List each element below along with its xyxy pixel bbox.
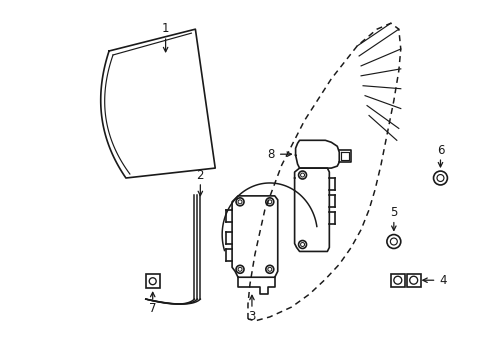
Text: 1: 1 <box>162 22 169 35</box>
Bar <box>145 274 160 288</box>
Text: 4: 4 <box>439 274 447 287</box>
Text: 6: 6 <box>436 144 443 157</box>
Text: 5: 5 <box>389 206 397 219</box>
Text: 3: 3 <box>248 310 255 323</box>
Text: 8: 8 <box>266 148 274 161</box>
Bar <box>390 274 404 287</box>
Bar <box>406 274 420 287</box>
Text: 2: 2 <box>196 168 203 181</box>
Text: 7: 7 <box>149 302 156 315</box>
